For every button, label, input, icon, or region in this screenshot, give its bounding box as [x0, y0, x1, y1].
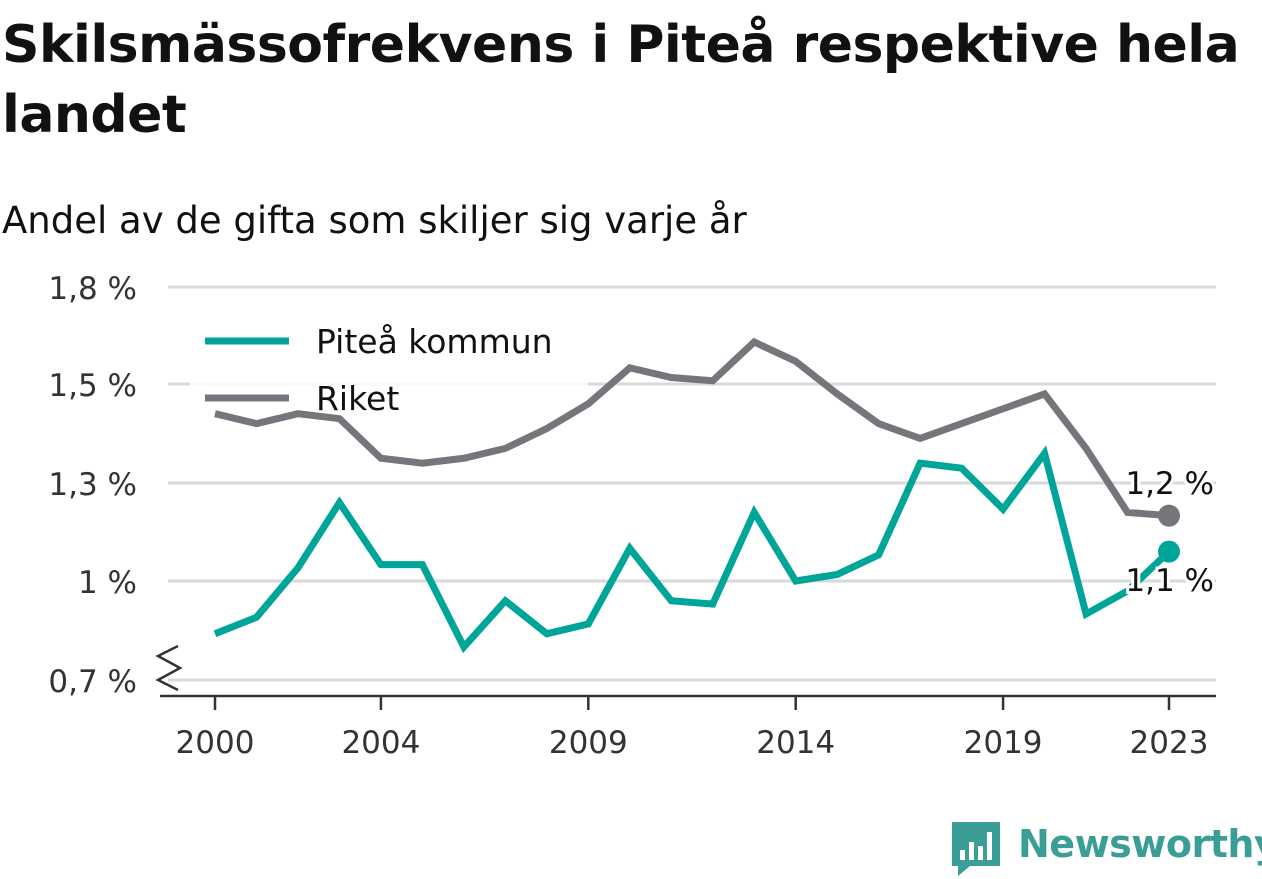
- legend-label: Piteå kommun: [316, 322, 553, 361]
- newsworthy-chart-bubble-icon: [952, 822, 1000, 876]
- axis-break-icon: [155, 644, 183, 692]
- chart-title: Skilsmässofrekvens i Piteå respektive he…: [2, 15, 1240, 145]
- end-label-pitea: 1,1 %: [1125, 563, 1214, 599]
- x-tick-label: 2023: [1130, 725, 1209, 761]
- brand-name: Newsworthy: [1018, 822, 1262, 866]
- series-lines: [213, 337, 1180, 654]
- end-label-riket: 1,2 %: [1125, 466, 1214, 502]
- x-axis: 2000 2004 2009 2014 2019 2023: [160, 694, 1216, 761]
- series-line-pitea: [213, 445, 1172, 654]
- x-tick-label: 2004: [341, 725, 420, 761]
- y-tick-label: 1,3 %: [48, 467, 137, 503]
- brand: Newsworthy: [950, 818, 1262, 878]
- series-line-riket: [214, 337, 1170, 520]
- y-tick-label: 0,7 %: [48, 664, 137, 700]
- x-tick-label: 2009: [549, 725, 628, 761]
- series-end-point: [1158, 504, 1180, 527]
- series-end-point: [1158, 540, 1180, 563]
- axis-break-zigzag: [155, 644, 183, 692]
- y-axis-tick-labels: 0,7 % 1 % 1,3 % 1,5 % 1,8 %: [48, 271, 137, 700]
- x-tick-label: 2019: [964, 725, 1043, 761]
- legend-background: [190, 318, 588, 428]
- y-tick-label: 1 %: [78, 565, 137, 601]
- x-tick-label: 2000: [176, 725, 255, 761]
- line-chart: 0,7 % 1 % 1,3 % 1,5 % 1,8 % 2000 2004 2009 2014…: [48, 271, 1217, 761]
- x-tick-label: 2014: [756, 725, 835, 761]
- y-tick-label: 1,8 %: [48, 271, 137, 307]
- end-labels: 1,2 % 1,1 %: [1122, 463, 1217, 602]
- legend-label: Riket: [316, 379, 399, 418]
- legend: Piteå kommun Riket: [190, 318, 588, 428]
- chart-subtitle: Andel av de gifta som skiljer sig varje …: [2, 199, 747, 242]
- y-tick-label: 1,5 %: [48, 368, 137, 404]
- gridlines: [168, 285, 1216, 682]
